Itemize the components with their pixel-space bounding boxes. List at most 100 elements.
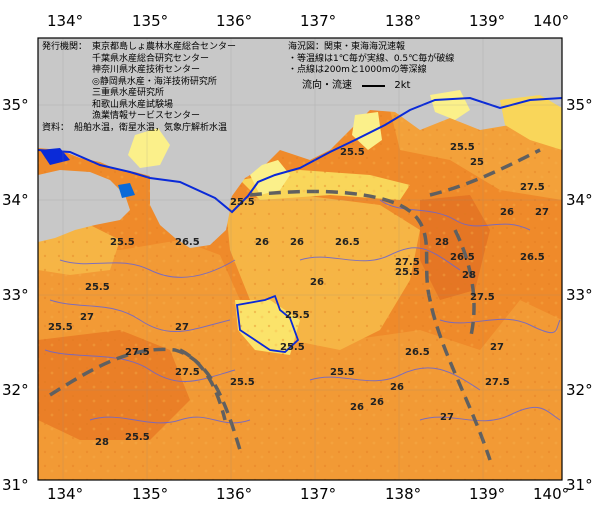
lat-tick-left: 31° (2, 476, 29, 494)
contour-label: 26 (350, 402, 364, 413)
contour-label: 26.5 (175, 237, 200, 248)
current-legend: 流向・流速 2kt (302, 80, 410, 92)
contour-label: 27.5 (470, 292, 495, 303)
seto-blue-2 (118, 183, 135, 198)
issuer-info: 発行機関： 東京都島しょ農林水産総合センター 千葉県水産総合研究センター 神奈川県… (42, 42, 236, 134)
contour-label: 28 (435, 237, 449, 248)
issuer-name: 和歌山県水産試験場 (92, 99, 174, 110)
lon-tick-bottom: 138° (385, 485, 421, 503)
contour-label: 26.5 (335, 237, 360, 248)
issuer-label: 発行機関： (42, 42, 88, 52)
right-lat-ticks: 35° 34° 33° 32° 31° (566, 96, 593, 494)
contour-label: 25.5 (450, 142, 475, 153)
contour-label: 26 (370, 397, 384, 408)
isotherms (44, 199, 561, 424)
lon-tick-top: 140° (533, 12, 569, 30)
contour-label: 25.5 (110, 237, 135, 248)
contour-label: 27 (535, 207, 549, 218)
suruga-bay (352, 112, 382, 150)
bottom-lon-ticks: 134° 135° 136° 137° 138° 139° 140° (47, 485, 569, 503)
contour-label: 26 (310, 277, 324, 288)
contour-label: 27 (440, 412, 454, 423)
contour-label: 26 (255, 237, 269, 248)
contour-label: 27.5 (520, 182, 545, 193)
issuer-name: 三重県水産研究所 (92, 88, 165, 98)
contour-label: 25.5 (285, 310, 310, 321)
lat-tick-right: 34° (566, 191, 593, 209)
contour-label: 25.5 (395, 267, 420, 278)
osaka-bay (128, 128, 170, 168)
top-lon-ticks: 134° 135° 136° 137° 138° 139° 140° (47, 12, 569, 30)
contour-label: 26 (290, 237, 304, 248)
lon-tick-top: 134° (47, 12, 83, 30)
info-line: ・等温線は1℃毎が実線、0.5℃毎が破線 (288, 53, 455, 64)
issuer-name: 神奈川県水産技術センター (92, 65, 201, 75)
contour-label: 27 (175, 322, 189, 333)
contour-label: 28 (462, 270, 476, 281)
lon-tick-bottom: 136° (216, 485, 252, 503)
contour-label: 25.5 (230, 197, 255, 208)
lon-tick-bottom: 135° (132, 485, 168, 503)
kuroshio-current (49, 148, 541, 461)
inner-isotherm-box (236, 294, 300, 353)
grid (38, 38, 562, 480)
lon-tick-bottom: 140° (533, 485, 569, 503)
chart-info: 海況図：関東・東海海況速報 ・等温線は1℃毎が実線、0.5℃毎が破線 ・点線は2… (288, 42, 454, 77)
land-shikoku (38, 170, 130, 242)
tokyo-bay (430, 90, 470, 120)
contour-label: 26 (390, 382, 404, 393)
left-lat-ticks: 35° 34° 33° 32° 31° (2, 96, 29, 494)
contour-label: 27.5 (175, 367, 200, 378)
current-legend-value: 2kt (394, 80, 411, 91)
contour-label: 25.5 (330, 367, 355, 378)
lat-tick-left: 33° (2, 286, 29, 304)
lon-tick-top: 139° (469, 12, 505, 30)
land-honshu (38, 38, 562, 210)
contour-label: 27 (80, 312, 94, 323)
contour-label: 25.5 (230, 377, 255, 388)
land-kii (150, 176, 230, 248)
issuer-name: 千葉県水産総合研究センター (92, 53, 210, 64)
source-text: 船舶水温，衛星水温，気象庁解析水温 (74, 122, 228, 133)
contour-labels: 25.5 25.5 25.5 25.5 25.5 25.5 25.5 25.5 … (48, 142, 549, 448)
lat-tick-right: 35° (566, 96, 593, 114)
contour-label: 28 (95, 437, 109, 448)
contour-label: 25.5 (125, 432, 150, 443)
contour-label: 27.5 (485, 377, 510, 388)
lon-tick-top: 137° (300, 12, 336, 30)
contour-label: 25 (470, 157, 484, 168)
lat-tick-right: 31° (566, 476, 593, 494)
lon-tick-top: 138° (385, 12, 421, 30)
lon-tick-bottom: 137° (300, 485, 336, 503)
lat-tick-right: 32° (566, 381, 593, 399)
current-legend-label: 流向・流速 (302, 80, 352, 91)
coastal-isotherm (37, 96, 563, 214)
issuer-name: 漁業情報サービスセンター (92, 111, 201, 121)
contour-label: 26.5 (520, 252, 545, 263)
contour-label: 25.5 (85, 282, 110, 293)
lat-tick-right: 33° (566, 286, 593, 304)
contour-label: 26.5 (405, 347, 430, 358)
contour-label: 25.5 (48, 322, 73, 333)
lat-tick-left: 32° (2, 381, 29, 399)
lon-tick-top: 136° (216, 12, 252, 30)
contour-label: 26 (500, 207, 514, 218)
lon-tick-bottom: 139° (469, 485, 505, 503)
contour-label: 27.5 (395, 257, 420, 268)
contour-label: 26.5 (450, 252, 475, 263)
lon-tick-bottom: 134° (47, 485, 83, 503)
source-label: 資料： (42, 122, 70, 133)
lat-tick-left: 35° (2, 96, 29, 114)
contour-label: 25.5 (280, 342, 305, 353)
contour-label: 27 (490, 342, 504, 353)
contour-label: 25.5 (340, 147, 365, 158)
contour-label: 27.5 (125, 347, 150, 358)
issuer-name: ◎静岡県水産・海洋技術研究所 (92, 76, 217, 87)
east-coastal-light (500, 95, 562, 150)
info-line: 海況図：関東・東海海況速報 (288, 42, 406, 52)
info-line: ・点線は200mと1000mの等深線 (288, 65, 427, 75)
lon-tick-top: 135° (132, 12, 168, 30)
issuer-name: 東京都島しょ農林水産総合センター (92, 42, 237, 52)
lat-tick-left: 34° (2, 191, 29, 209)
